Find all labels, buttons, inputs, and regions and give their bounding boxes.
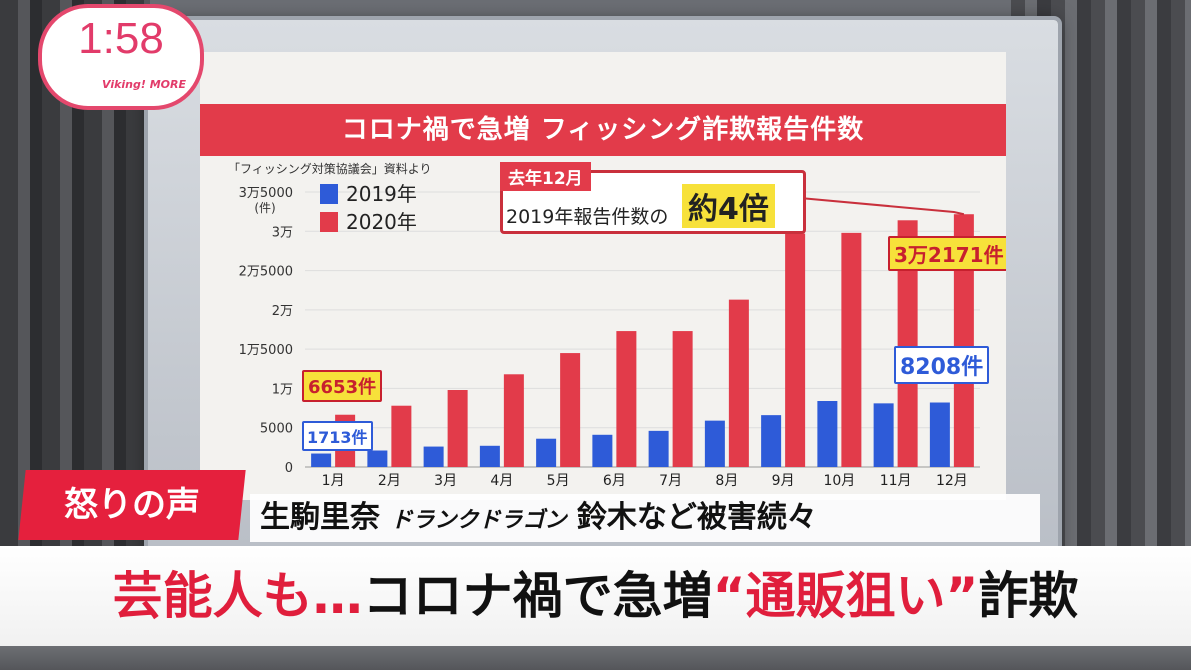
y-tick-label: 3万5000 <box>239 186 293 201</box>
x-tick-label: 9月 <box>772 473 795 489</box>
bar-2019 <box>423 446 444 467</box>
y-tick-label: 2万5000 <box>239 265 293 280</box>
bar-chart: 0 5000 1万 1万5000 2万 2万5000 3万 3万5000(件) 1月 2月 3月 4月… <box>239 182 980 489</box>
x-tick-label: 5月 <box>547 473 570 489</box>
chart-title: コロナ禍で急増 フィッシング詐欺報告件数 <box>341 115 865 145</box>
bar-2020 <box>728 299 749 467</box>
bar-2019 <box>929 402 950 467</box>
bar-2019 <box>536 438 557 467</box>
y-tick-label: 2万 <box>272 304 293 319</box>
bar-2020 <box>841 232 862 467</box>
bar-2020 <box>560 353 581 467</box>
callout-highlight: 約4倍 <box>682 184 775 228</box>
bar-2020 <box>391 405 412 467</box>
legend-swatch <box>320 184 338 204</box>
y-tick-label: 5000 <box>260 422 293 437</box>
clock-time: 1:58 <box>78 14 164 63</box>
bar-2019 <box>761 415 782 467</box>
x-tick-label: 2月 <box>378 473 401 489</box>
callout-pointer <box>799 197 965 216</box>
x-tick-label: 12月 <box>936 473 968 489</box>
x-tick-label: 11月 <box>880 473 912 489</box>
legend-label: 2019年 <box>346 182 417 206</box>
headline-part3: “通販狙い” <box>712 567 979 625</box>
chart-title-bar <box>200 104 1006 156</box>
bar-2019 <box>367 450 388 467</box>
label-jan-2019: 1713件 <box>302 421 373 451</box>
program-clock: 1:58 Viking! MORE <box>38 4 204 110</box>
bar-2019 <box>479 445 500 467</box>
subtitle-name: 生駒里奈 <box>260 500 380 535</box>
legend-label: 2020年 <box>346 210 417 234</box>
label-dec-2020: 3万2171件 <box>888 236 1006 271</box>
subtitle-text: 生駒里奈 ドランクドラゴン 鈴木など被害続々 <box>260 494 817 542</box>
callout-text: 2019年報告件数の <box>506 206 669 228</box>
label-dec-2019: 8208件 <box>894 346 990 384</box>
subtitle-group: ドランクドラゴン <box>390 508 567 533</box>
program-logo: Viking! MORE <box>102 78 187 91</box>
x-tick-label: 3月 <box>434 473 457 489</box>
y-axis-unit: (件) <box>254 201 275 215</box>
subtitle-bar <box>250 494 1040 542</box>
y-tick-label: 1万 <box>272 382 293 397</box>
y-tick-label: 3万 <box>272 225 293 240</box>
x-tick-label: 6月 <box>603 473 626 489</box>
legend-swatch <box>320 212 338 232</box>
headline-part2: コロナ禍で急増 <box>362 567 713 625</box>
y-tick-label: 1万5000 <box>239 343 293 358</box>
lower-third-tag: 怒りの声 <box>64 485 200 525</box>
bar-2020 <box>503 374 524 467</box>
bar-2020 <box>897 220 918 467</box>
x-tick-label: 10月 <box>823 473 855 489</box>
bar-2019 <box>873 403 894 467</box>
subtitle-rest: 鈴木など被害続々 <box>576 500 817 535</box>
x-tick-label: 8月 <box>715 473 738 489</box>
x-tick-label: 4月 <box>490 473 513 489</box>
bar-2020 <box>953 214 974 467</box>
bar-2020 <box>447 390 468 467</box>
y-tick-label: 0 <box>285 461 293 476</box>
x-tick-label: 7月 <box>659 473 682 489</box>
bar-2020 <box>616 331 637 467</box>
bar-2019 <box>704 420 725 467</box>
label-jan-2020: 6653件 <box>302 370 383 402</box>
headline-bar <box>0 546 1191 646</box>
chart-source: 「フィッシング対策協議会」資料より <box>228 162 432 176</box>
headline-part1: 芸能人も… <box>112 567 363 625</box>
callout-tag: 去年12月 <box>500 162 591 191</box>
bar-2019 <box>817 401 838 467</box>
bar-2019 <box>592 434 613 467</box>
bar-2019 <box>311 453 332 467</box>
x-tick-label: 1月 <box>322 473 345 489</box>
bar-2019 <box>648 430 669 467</box>
bar-2020 <box>785 233 806 467</box>
headline-text: 芸能人も…コロナ禍で急増“通販狙い”詐欺 <box>0 546 1191 646</box>
headline-part4: 詐欺 <box>978 567 1079 625</box>
chart-screen: コロナ禍で急増 フィッシング詐欺報告件数 「フィッシング対策協議会」資料より 0… <box>200 52 1006 500</box>
bar-2020 <box>672 331 693 467</box>
